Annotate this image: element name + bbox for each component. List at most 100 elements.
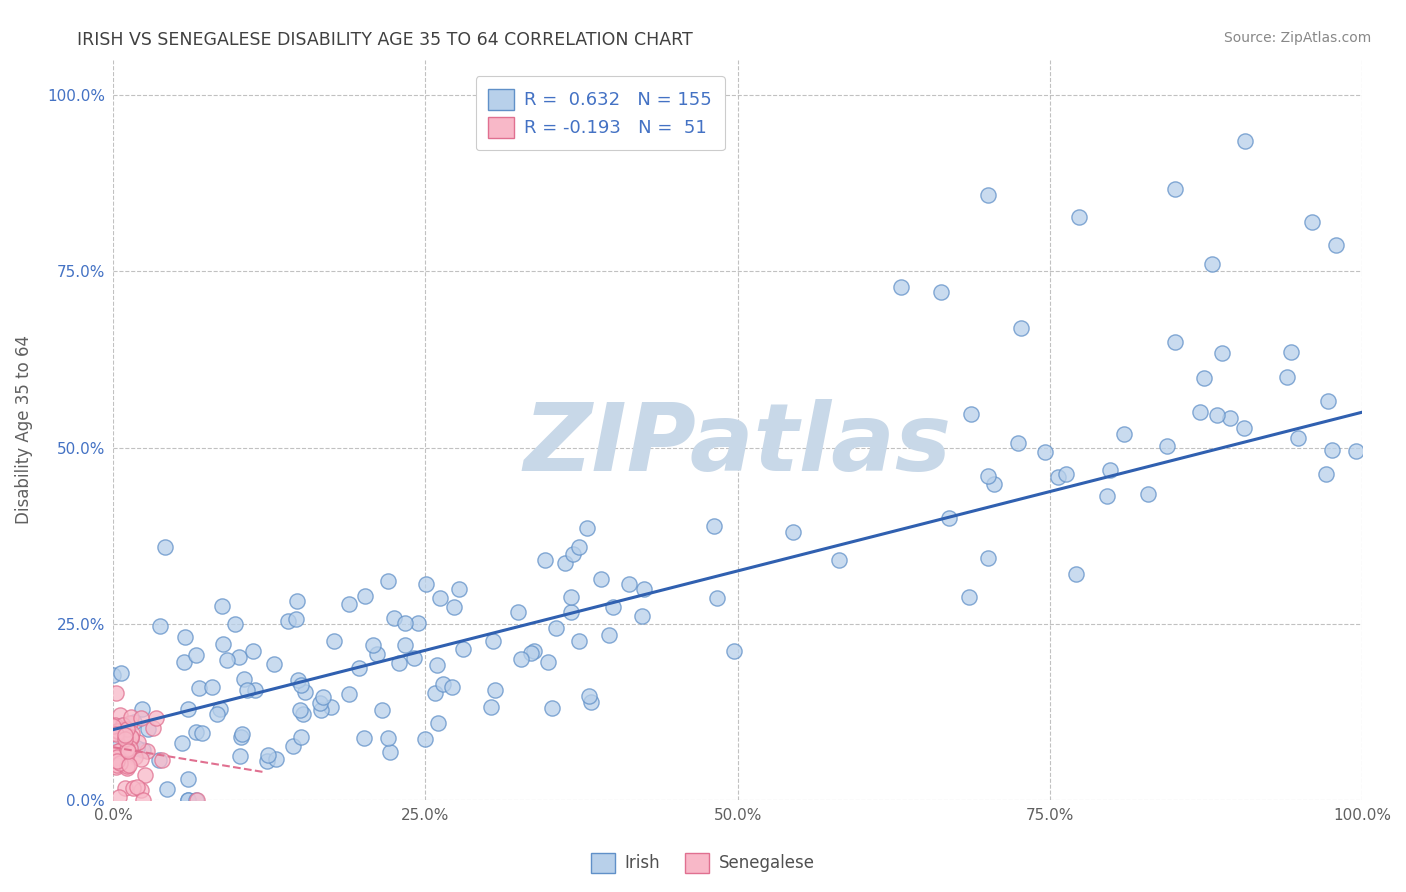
Point [184,725,207,739]
Point [107,744,129,758]
Point [105,758,128,772]
Point [107,740,129,755]
Point [544,621,567,635]
Point [1047,470,1070,484]
Point [568,540,591,554]
Point [107,724,129,739]
Point [782,524,804,539]
Point [142,721,165,735]
Point [1163,182,1185,196]
Point [114,727,136,741]
Point [103,750,125,764]
Point [425,685,447,699]
Point [631,609,654,624]
Point [285,594,308,608]
Point [426,715,449,730]
Point [111,718,134,732]
Point [283,739,305,754]
Point [1136,487,1159,501]
Point [108,756,131,770]
Point [245,683,267,698]
Point [110,743,132,757]
Point [443,600,465,615]
Point [311,690,333,704]
Point [1233,135,1256,149]
Point [177,793,200,807]
Legend: R =  0.632   N = 155, R = -0.193   N =  51: R = 0.632 N = 155, R = -0.193 N = 51 [475,76,725,150]
Point [1279,345,1302,359]
Point [115,761,138,775]
Point [1232,421,1254,435]
Point [1275,370,1298,384]
Point [602,599,624,614]
Point [134,767,156,781]
Point [1286,431,1309,445]
Point [105,724,128,739]
Point [150,753,173,767]
Point [568,633,591,648]
Point [453,641,475,656]
Point [148,753,170,767]
Point [229,730,252,744]
Point [294,684,316,698]
Point [115,722,138,736]
Point [131,702,153,716]
Point [153,540,176,554]
Point [322,634,344,648]
Point [929,285,952,299]
Point [441,680,464,694]
Point [117,744,139,758]
Point [104,727,127,741]
Point [291,707,314,722]
Point [288,703,311,717]
Point [575,521,598,535]
Point [177,702,200,716]
Point [1315,467,1337,481]
Point [703,519,725,533]
Point [1010,320,1032,334]
Point [191,725,214,739]
Point [117,758,139,772]
Point [1163,334,1185,349]
Point [118,715,141,730]
Point [479,699,502,714]
Point [208,702,231,716]
Point [1192,370,1215,384]
Point [290,731,312,745]
Point [523,644,546,658]
Point [114,732,136,747]
Point [229,748,252,763]
Point [224,617,246,632]
Point [1054,467,1077,482]
Point [127,741,149,756]
Point [257,748,280,763]
Point [977,469,1000,483]
Point [114,781,136,796]
Point [361,638,384,652]
Point [211,636,233,650]
Point [172,736,194,750]
Point [353,731,375,746]
Point [890,280,912,294]
Point [429,591,451,605]
Point [447,582,470,596]
Point [129,711,152,725]
Point [506,605,529,619]
Point [256,754,278,768]
Point [1211,346,1233,360]
Point [1099,463,1122,477]
Point [121,726,143,740]
Text: ZIPatlas: ZIPatlas [523,399,952,491]
Point [415,576,437,591]
Point [377,574,399,589]
Point [617,577,640,591]
Point [111,717,134,731]
Point [394,638,416,652]
Point [184,793,207,807]
Text: Source: ZipAtlas.com: Source: ZipAtlas.com [1223,31,1371,45]
Point [394,615,416,630]
Point [1066,566,1088,581]
Point [211,599,233,614]
Point [366,648,388,662]
Point [1301,215,1323,229]
